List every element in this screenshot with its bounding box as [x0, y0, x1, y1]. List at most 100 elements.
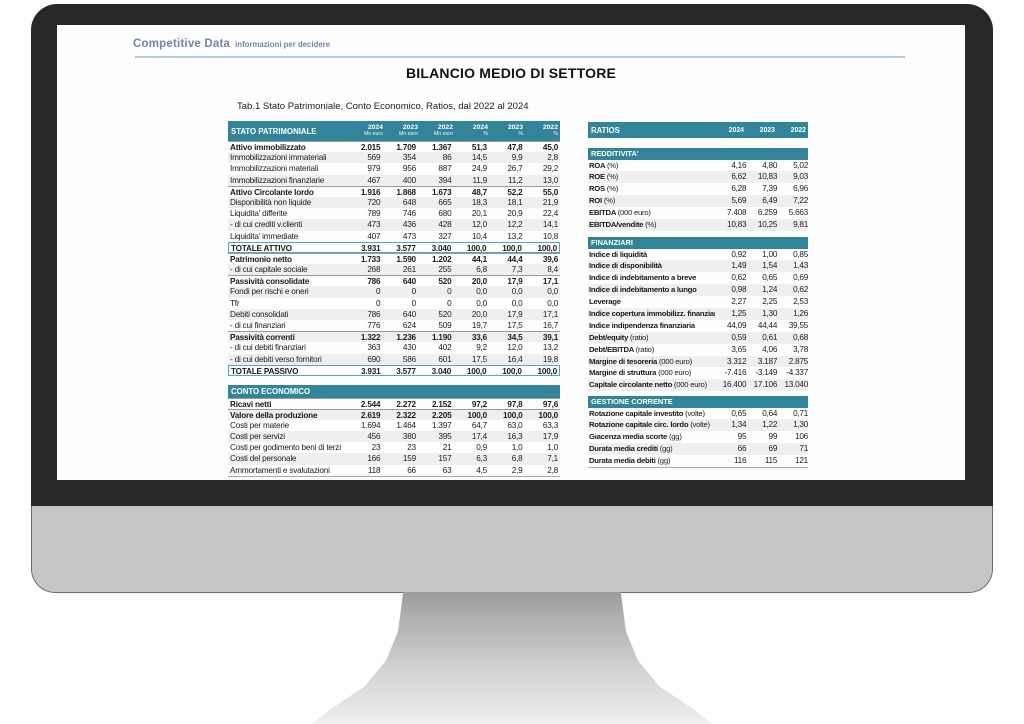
- cell-value: 63,3: [542, 420, 559, 430]
- cell-value: 4,5: [476, 465, 487, 475]
- table-row: - di cui finanziari 776 624 509 19,7 17,…: [228, 320, 560, 331]
- table-title: RATIOS: [591, 125, 620, 135]
- cell-value: 0: [376, 287, 381, 297]
- cell-value: 14,1: [542, 220, 559, 230]
- cell-value: 22,4: [542, 209, 559, 219]
- cell-value: 52,2: [507, 187, 523, 197]
- row-label: Durata media debiti (gg): [589, 456, 671, 466]
- monitor-screen: Competitive Data informazioni per decider…: [57, 25, 965, 480]
- cell-value: 3.931: [360, 243, 381, 253]
- table-row: EBITDA (000 euro) 7.408 6.259 5.663: [588, 207, 808, 219]
- cell-value: 2.152: [431, 399, 452, 409]
- cell-value: 3.577: [396, 243, 416, 253]
- row-label: Costi del personale: [230, 454, 297, 464]
- row-label: Disponibilità non liquide: [230, 197, 312, 207]
- cell-value: 1.590: [396, 254, 416, 264]
- cell-value: 520: [438, 309, 452, 319]
- cell-value: 0,85: [793, 249, 808, 259]
- table-row: Tfr 0 0 0 0,0 0,0 0,0: [228, 298, 560, 309]
- row-label: Debiti consolidati: [230, 309, 289, 319]
- stato-patrimoniale-header: STATO PATRIMONIALE 2024 Mn euro 2023 Mn …: [228, 121, 560, 141]
- cell-value: 166: [367, 454, 381, 464]
- table-row: Capitale circolante netto (000 euro) 16.…: [588, 379, 808, 392]
- cell-value: 1,24: [762, 285, 778, 295]
- cell-value: 0,0: [547, 298, 559, 308]
- row-label: Indice copertura immobilizz. finanziarie: [589, 308, 716, 318]
- table-row: ROI (%) 5,69 6,49 7,22: [588, 195, 808, 208]
- cell-value: 1,49: [731, 261, 747, 271]
- table-row: Indice copertura immobilizz. finanziarie…: [588, 307, 808, 320]
- row-label: ROE (%): [589, 172, 619, 182]
- cell-value: 44,4: [507, 254, 523, 264]
- cell-value: 63: [442, 465, 452, 475]
- cell-value: 395: [438, 432, 452, 442]
- cell-value: 64,7: [471, 420, 487, 430]
- cell-value: 3.040: [431, 366, 452, 376]
- cell-value: 19,8: [542, 354, 559, 364]
- gestione-corrente-section: GESTIONE CORRENTE Rotazione capitale inv…: [588, 396, 808, 468]
- cell-value: 1,26: [793, 308, 808, 318]
- cell-value: 16.400: [722, 380, 747, 390]
- cell-value: 586: [402, 354, 416, 364]
- ratios-table: RATIOS 2024 2023 2022: [588, 122, 808, 138]
- row-label: Giacenza media scorte (gg): [589, 432, 682, 442]
- cell-value: 159: [402, 454, 416, 464]
- cell-value: 2,27: [731, 297, 747, 307]
- finanziari-body: Indice di liquidità 0,92 1,00 0,85 Indic…: [588, 249, 808, 392]
- cell-value: 0,62: [731, 273, 747, 283]
- cell-value: 1.322: [360, 333, 381, 343]
- row-label: Debt/EBITDA (ratio): [589, 344, 655, 354]
- cell-value: 1.673: [431, 187, 452, 197]
- cell-value: 100,0: [538, 410, 559, 420]
- cell-value: 0: [447, 287, 452, 297]
- cell-value: 0,64: [762, 408, 778, 418]
- brand-underline: [135, 56, 905, 58]
- row-label: Costi per servizi: [230, 432, 285, 442]
- table-row: Fondi per rischi e oneri 0 0 0 0,0 0,0 0…: [228, 286, 560, 298]
- table-row: Liquidita' differite 789 746 680 20,1 20…: [228, 208, 560, 219]
- cell-value: 23: [371, 443, 381, 453]
- cell-value: 17,4: [471, 432, 487, 442]
- cell-value: 10,8: [542, 231, 559, 241]
- row-label: ROI (%): [589, 196, 616, 206]
- row-label: Rotazione capitale investito (volte): [589, 408, 705, 418]
- column-header: 2023 %: [507, 123, 523, 138]
- cell-value: 116: [733, 456, 747, 466]
- row-label: ROS (%): [589, 184, 619, 194]
- brand-name: Competitive Data: [133, 38, 231, 50]
- table-row: Costi per godimento beni di terzi 23 23 …: [228, 442, 560, 453]
- cell-value: 24,9: [471, 164, 487, 174]
- row-label: Liquidita' differite: [230, 209, 288, 219]
- row-label: Debt/equity (ratio): [589, 332, 649, 342]
- cell-value: 2,9: [511, 465, 523, 475]
- cell-value: 106: [795, 432, 808, 442]
- cell-value: 23: [407, 443, 416, 453]
- cell-value: 97,6: [542, 399, 559, 409]
- finanziari-section: FINANZIARI Indice di liquidità 0,92 1,00…: [588, 237, 808, 392]
- cell-value: 17,9: [542, 432, 559, 442]
- cell-value: 17,1: [542, 277, 559, 287]
- row-label: Indice di liquidità: [589, 249, 648, 259]
- row-label: Fondi per rischi e oneri: [230, 287, 309, 297]
- cell-value: 6,28: [731, 184, 747, 194]
- cell-value: 9,03: [793, 172, 808, 182]
- table-row: Costi per servizi 456 380 395 17,4 16,3 …: [228, 431, 560, 443]
- cell-value: 2.322: [396, 410, 416, 420]
- cell-value: 157: [438, 454, 452, 464]
- cell-value: 44,44: [757, 320, 778, 330]
- cell-value: 97,8: [507, 399, 523, 409]
- cell-value: 786: [367, 309, 381, 319]
- cell-value: 0,9: [476, 443, 487, 453]
- cell-value: 48,7: [471, 187, 487, 197]
- cell-value: 327: [438, 231, 452, 241]
- cell-value: 17,9: [507, 277, 523, 287]
- cell-value: 9,81: [793, 219, 808, 229]
- cell-value: 66: [737, 444, 747, 454]
- table-row: Indice di disponibilità 1,49 1,54 1,43: [588, 260, 808, 273]
- cell-value: 1,30: [762, 308, 778, 318]
- cell-value: 5.663: [788, 208, 808, 218]
- row-label: EBITDA (000 euro): [589, 208, 651, 218]
- cell-value: 979: [367, 164, 381, 174]
- cell-value: 5,02: [793, 160, 808, 170]
- row-label: Passività correnti: [230, 333, 295, 343]
